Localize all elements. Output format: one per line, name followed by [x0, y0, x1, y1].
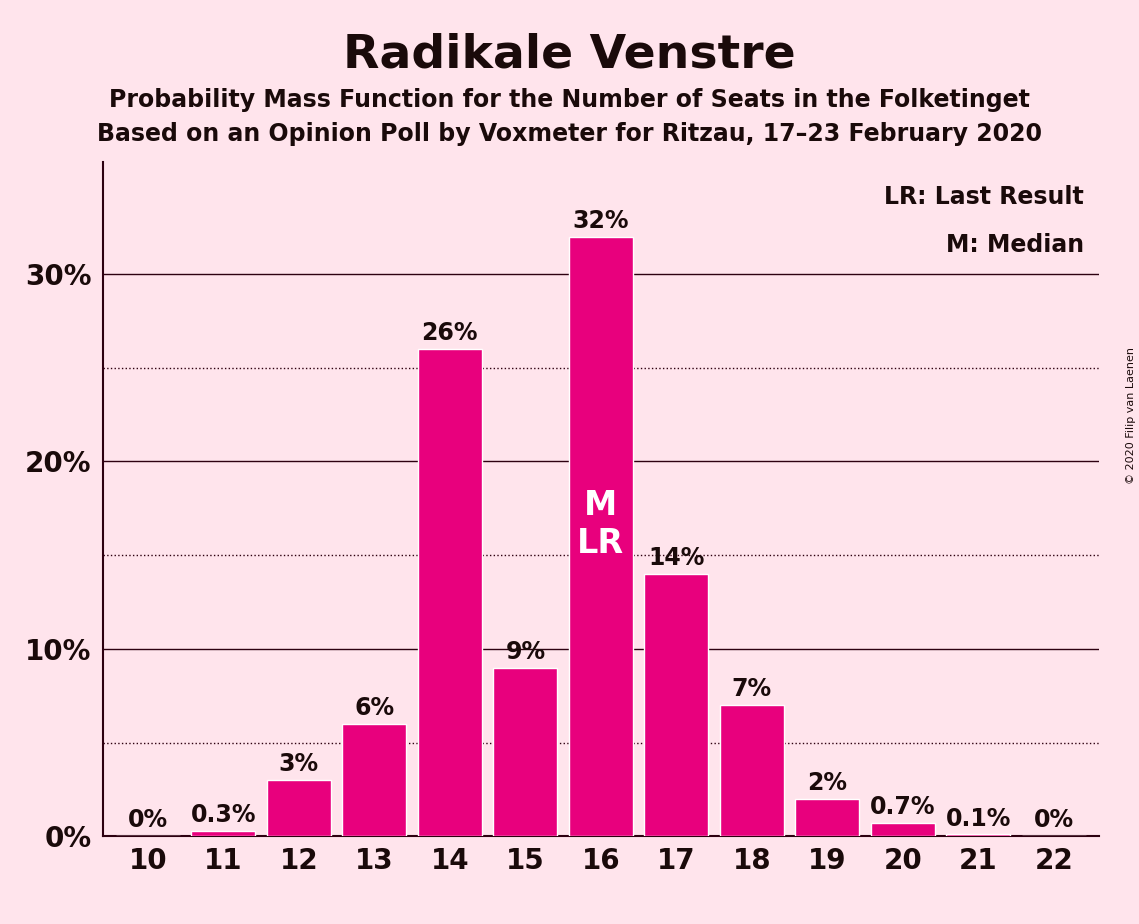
Text: 0.3%: 0.3% [190, 803, 256, 827]
Bar [191, 831, 255, 836]
Bar [493, 667, 557, 836]
Text: 3%: 3% [279, 752, 319, 776]
Bar [795, 798, 860, 836]
Text: 0%: 0% [1034, 808, 1074, 833]
Bar [418, 349, 482, 836]
Bar [870, 823, 935, 836]
Bar [720, 705, 784, 836]
Text: 2%: 2% [808, 771, 847, 795]
Text: 0.7%: 0.7% [870, 796, 935, 820]
Text: Based on an Opinion Poll by Voxmeter for Ritzau, 17–23 February 2020: Based on an Opinion Poll by Voxmeter for… [97, 122, 1042, 146]
Bar [342, 723, 407, 836]
Text: 9%: 9% [506, 639, 546, 663]
Text: 14%: 14% [648, 546, 705, 570]
Text: Radikale Venstre: Radikale Venstre [343, 32, 796, 78]
Text: 0.1%: 0.1% [945, 807, 1011, 831]
Text: 0%: 0% [128, 808, 167, 833]
Bar [568, 237, 633, 836]
Text: 32%: 32% [573, 209, 629, 233]
Bar [645, 574, 708, 836]
Bar [947, 834, 1010, 836]
Text: M
LR: M LR [577, 489, 624, 560]
Text: LR: Last Result: LR: Last Result [885, 186, 1084, 210]
Text: 6%: 6% [354, 696, 394, 720]
Text: M: Median: M: Median [947, 233, 1084, 257]
Text: © 2020 Filip van Laenen: © 2020 Filip van Laenen [1126, 347, 1136, 484]
Text: 7%: 7% [731, 677, 772, 701]
Bar [267, 780, 331, 836]
Text: 26%: 26% [421, 322, 478, 346]
Text: Probability Mass Function for the Number of Seats in the Folketinget: Probability Mass Function for the Number… [109, 88, 1030, 112]
